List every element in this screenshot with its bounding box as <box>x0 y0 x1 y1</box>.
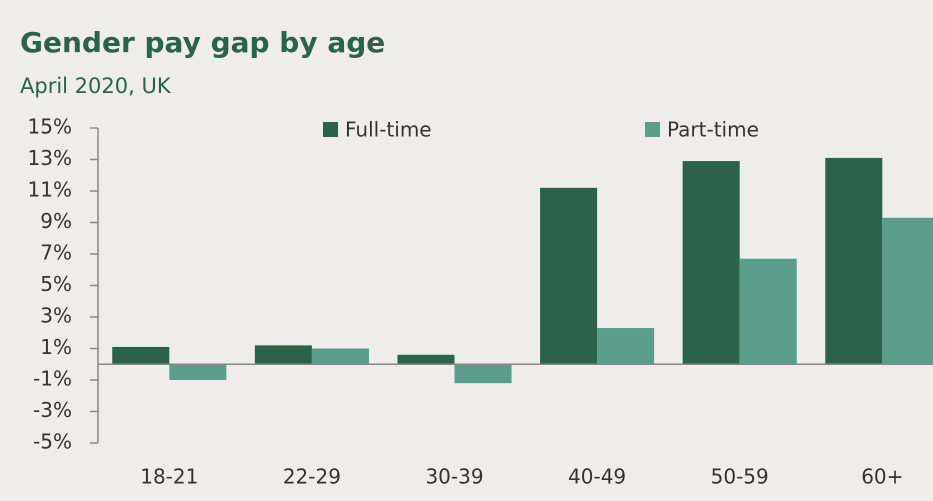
bar <box>597 328 655 365</box>
bar <box>825 157 883 365</box>
legend-label: Part-time <box>667 118 759 142</box>
y-tick-label: 9% <box>40 209 72 233</box>
bar <box>169 364 227 380</box>
y-tick-label: 13% <box>28 146 72 170</box>
legend-swatch <box>323 122 338 137</box>
legend-swatch <box>645 122 660 137</box>
x-tick-label: 50-59 <box>711 465 769 489</box>
x-tick-label: 18-21 <box>140 465 198 489</box>
y-tick-label: 15% <box>28 115 72 139</box>
bar <box>112 346 170 365</box>
y-tick-label: -5% <box>33 430 72 454</box>
y-tick-label: 1% <box>40 335 72 359</box>
bar <box>882 217 933 365</box>
x-tick-label: 22-29 <box>283 465 341 489</box>
chart-title: Gender pay gap by age <box>20 26 385 59</box>
bar <box>540 187 598 365</box>
x-tick-label: 60+ <box>861 465 903 489</box>
legend-label: Full-time <box>345 118 432 142</box>
x-tick-label: 30-39 <box>425 465 483 489</box>
x-tick-label: 40-49 <box>568 465 626 489</box>
bar <box>397 354 455 365</box>
y-tick-label: 11% <box>28 178 72 202</box>
bar <box>311 348 369 365</box>
bar <box>739 258 797 365</box>
y-tick-label: 7% <box>40 241 72 265</box>
chart-subtitle: April 2020, UK <box>20 74 172 98</box>
bar <box>454 364 512 384</box>
y-tick-label: 5% <box>40 272 72 296</box>
y-tick-label: -3% <box>33 398 72 422</box>
y-tick-label: 3% <box>40 304 72 328</box>
y-tick-label: -1% <box>33 367 72 391</box>
bar <box>254 345 312 365</box>
bar <box>682 161 740 365</box>
